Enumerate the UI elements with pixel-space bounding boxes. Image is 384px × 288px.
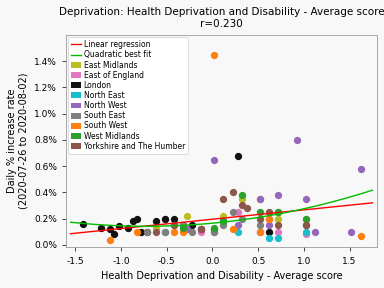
Point (199, 227, 205, 231)
Point (257, 216, 263, 221)
Point (257, 230, 263, 234)
Point (211, 230, 217, 234)
Point (134, 230, 141, 234)
Point (125, 226, 131, 230)
Y-axis label: Daily % increase rate
(2020-07-26 to 2020-08-02): Daily % increase rate (2020-07-26 to 202… (7, 73, 28, 209)
Point (230, 210, 236, 214)
Point (257, 210, 263, 214)
Point (211, 157, 217, 162)
Point (266, 216, 272, 221)
Point (211, 230, 217, 234)
Point (134, 216, 140, 221)
Point (303, 230, 309, 234)
Point (303, 232, 309, 237)
Point (79, 221, 86, 226)
Point (171, 230, 177, 234)
Point (107, 227, 113, 231)
Point (358, 166, 364, 171)
Point (107, 237, 113, 242)
Point (153, 230, 159, 234)
Point (275, 236, 281, 240)
Point (303, 223, 309, 228)
Point (235, 230, 241, 234)
Point (238, 197, 245, 201)
Point (162, 216, 168, 221)
Point (244, 206, 250, 211)
Point (266, 223, 272, 228)
Point (238, 203, 245, 208)
Point (184, 227, 190, 231)
Point (220, 219, 227, 223)
Point (111, 232, 117, 237)
Point (211, 52, 217, 57)
Point (257, 197, 263, 201)
Point (199, 227, 205, 231)
Point (211, 226, 217, 230)
Point (153, 219, 159, 223)
Point (257, 197, 263, 201)
Point (189, 223, 195, 228)
Point (266, 210, 272, 214)
Point (257, 223, 263, 228)
Point (235, 210, 241, 214)
Point (138, 230, 144, 234)
Point (116, 224, 122, 229)
Point (275, 210, 281, 214)
X-axis label: Health Deprivation and Disability - Average score: Health Deprivation and Disability - Aver… (101, 271, 343, 281)
Point (230, 190, 236, 195)
Point (303, 197, 309, 201)
Point (266, 236, 272, 240)
Point (171, 223, 177, 228)
Point (348, 230, 354, 234)
Point (180, 230, 186, 234)
Point (257, 230, 263, 234)
Point (303, 223, 309, 228)
Point (230, 227, 236, 231)
Point (275, 210, 281, 214)
Point (275, 230, 281, 234)
Point (130, 219, 136, 223)
Point (266, 216, 272, 221)
Point (180, 226, 186, 230)
Point (153, 226, 159, 230)
Point (293, 138, 300, 142)
Point (189, 230, 195, 234)
Point (275, 223, 281, 228)
Point (171, 216, 177, 221)
Point (275, 193, 281, 197)
Point (180, 223, 186, 228)
Point (180, 223, 186, 228)
Point (171, 223, 177, 228)
Point (184, 214, 190, 218)
Legend: Linear regression, Quadratic best fit, East Midlands, East of England, London, N: Linear regression, Quadratic best fit, E… (68, 37, 188, 154)
Point (199, 230, 205, 234)
Point (220, 223, 227, 228)
Point (303, 216, 309, 221)
Point (162, 230, 168, 234)
Point (266, 230, 272, 234)
Point (220, 219, 227, 223)
Point (275, 216, 281, 221)
Point (303, 216, 309, 221)
Title: Deprivation: Health Deprivation and Disability - Average score
r=0.230: Deprivation: Health Deprivation and Disa… (59, 7, 384, 29)
Point (238, 216, 245, 221)
Point (98, 226, 104, 230)
Point (235, 153, 241, 158)
Point (257, 230, 263, 234)
Point (199, 227, 205, 231)
Point (312, 230, 318, 234)
Point (211, 227, 217, 231)
Point (162, 216, 168, 221)
Point (238, 193, 245, 197)
Point (235, 223, 241, 228)
Point (144, 230, 150, 234)
Point (162, 230, 168, 234)
Point (220, 214, 227, 218)
Point (358, 233, 364, 238)
Point (144, 230, 150, 234)
Point (220, 197, 227, 201)
